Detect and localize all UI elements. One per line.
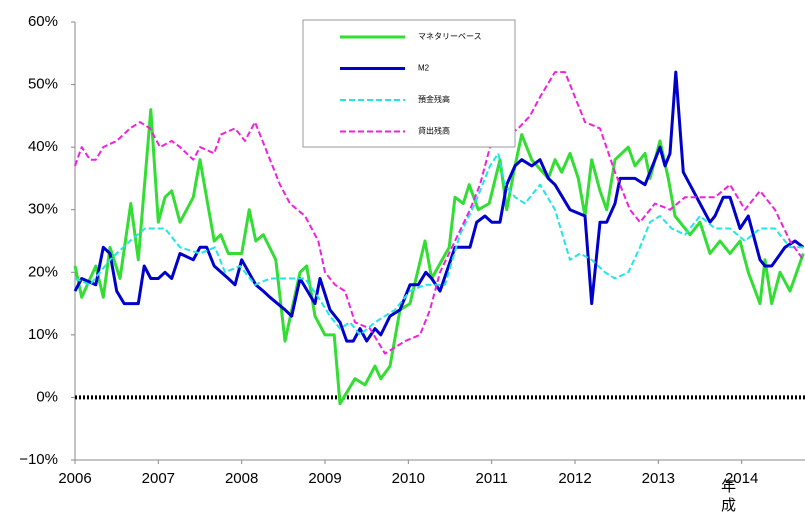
x-tick-label: 2008 [225,470,258,487]
x-tick-label: 2013 [642,470,675,487]
series-line [74,71,805,355]
y-tick-label: 10% [28,326,58,343]
legend-label: 貸出残高 [418,126,450,136]
legend-label: M2 [418,64,430,73]
series-line [73,108,805,406]
x-tick-label: 2010 [392,470,425,487]
series-line [74,152,804,336]
y-tick-label: 50% [28,76,58,93]
legend-box [302,19,516,148]
x-tick-label: 2011 [476,470,508,487]
legend-label: マネタリーベース [418,32,482,41]
y-tick-label: 40% [28,138,58,155]
y-tick-label: 20% [28,263,58,280]
legend-label: 預金残高 [418,94,450,104]
x-tick-label: 2014 [725,470,758,487]
x-tick-label: 2006 [58,470,91,487]
y-tick-label: −10% [19,451,58,468]
y-tick-label: 60% [28,13,58,30]
x-axis-label: 年成 [719,478,736,512]
x-tick-label: 2007 [142,470,175,487]
x-tick-label: 2009 [308,470,341,487]
x-tick-label: 2012 [558,470,591,487]
y-tick-label: 30% [28,201,58,218]
y-tick-label: 0% [36,388,58,405]
